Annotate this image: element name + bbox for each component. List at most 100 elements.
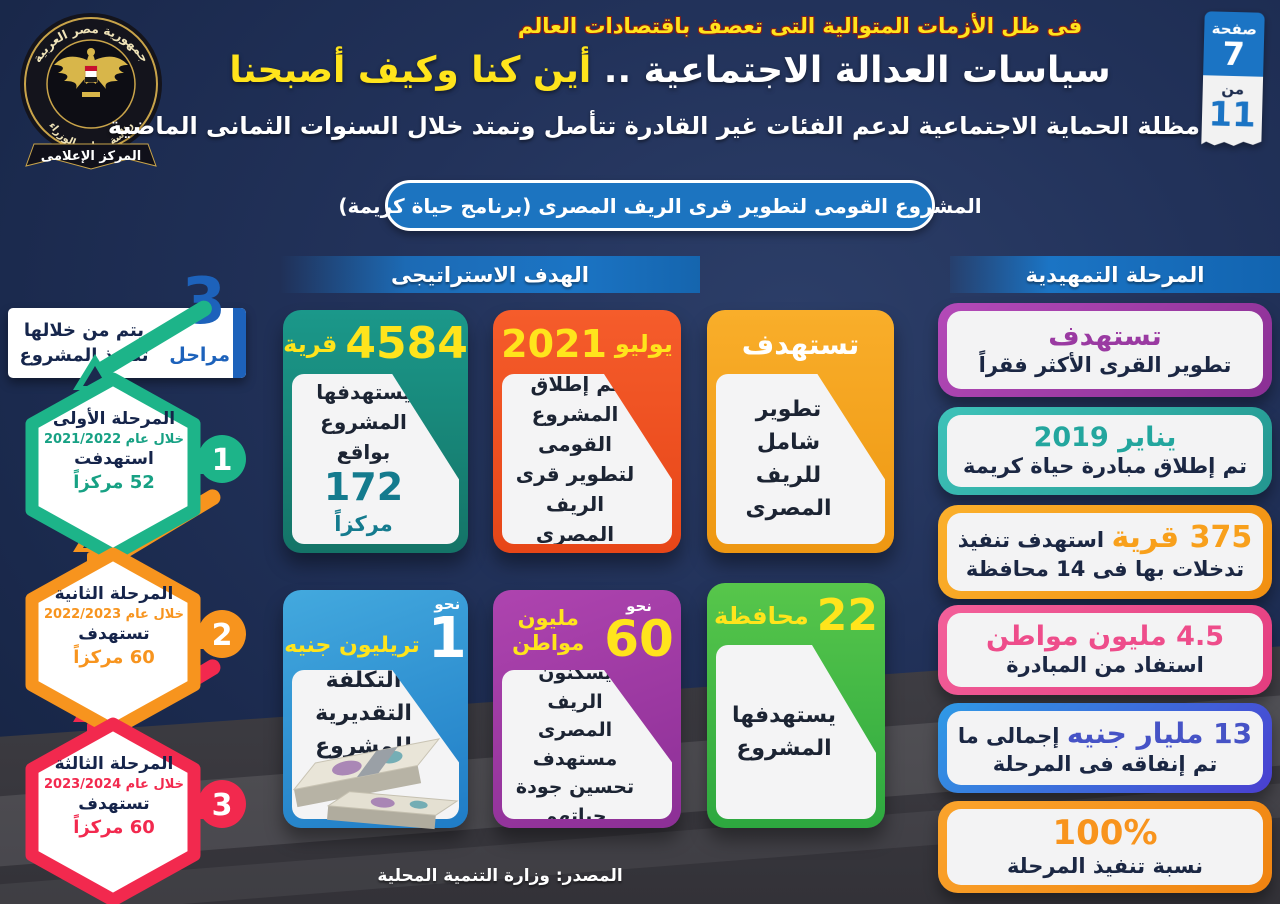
page-title-white: سياسات العدالة الاجتماعية ..: [603, 50, 1111, 91]
intro-box-accent-bar: [233, 308, 246, 378]
stage-2-title: المرحلة الثانية: [54, 584, 174, 604]
side-stat-beneficiaries-text: استفاد من المبادرة: [1006, 652, 1204, 677]
stage-3-value: 60 مركزاً: [73, 817, 155, 839]
centers-count: 172: [323, 465, 404, 510]
side-stat-spending-accent: 13 مليار جنيه: [1066, 717, 1253, 751]
cost-number-stack: نحو 1: [427, 595, 467, 672]
page-title: سياسات العدالة الاجتماعية .. أين كنا وكي…: [140, 50, 1200, 91]
side-stat-beneficiaries: 4.5 مليون مواطن استفاد من المبادرة: [938, 605, 1272, 695]
side-stat-villages-accent: 375 قرية: [1111, 520, 1253, 556]
cost-body-text: التكلفة التقديرية للمشروع: [315, 668, 412, 759]
stage-1-period: خلال عام 2021/2022: [44, 431, 184, 447]
stage-2-hexagon: 2 المرحلة الثانية خلال عام 2022/2023 تست…: [8, 547, 268, 737]
side-stat-completion-text: نسبة تنفيذ المرحلة: [1006, 853, 1204, 878]
card-governorates-heading: 22 محافظة: [707, 583, 885, 645]
launch-month: يوليو: [614, 330, 673, 358]
side-stat-target: تستهدف تطوير القرى الأكثر فقراً: [938, 303, 1272, 397]
side-stat-completion-accent: 100%: [1052, 812, 1158, 853]
side-stat-spending-text: إجمالى ما تم إنفاقه فى المرحلة: [957, 724, 1218, 776]
stage-2-verb: تستهدف: [78, 624, 150, 645]
side-stat-target-text: تطوير القرى الأكثر فقراً: [978, 352, 1232, 377]
card-target: تستهدف تطوير شامل للريف المصرى: [707, 310, 894, 553]
emblem-graphic: جمهورية مصر العربية رئاسة مجلس الوزراء ا…: [20, 13, 162, 170]
villages-body-text: يستهدفها المشروع بواقع: [316, 380, 411, 465]
cost-prefix: نحو: [434, 595, 461, 614]
villages-unit: قرية: [283, 330, 338, 358]
card-governorates: 22 محافظة يستهدفها المشروع: [707, 583, 885, 828]
stage-1-number-badge: 1: [212, 443, 233, 478]
side-stat-spending-line: 13 مليار جنيه إجمالى ما تم إنفاقه فى الم…: [955, 718, 1255, 778]
card-villages-body: يستهدفها المشروع بواقع 172 مركزاً: [292, 374, 459, 544]
page-total: 11: [1207, 93, 1257, 136]
population-number: 60: [604, 609, 674, 668]
launch-body-text: تم إطلاق المشروع القومى لتطوير قرى الريف…: [515, 372, 635, 546]
side-stat-spending: 13 مليار جنيه إجمالى ما تم إنفاقه فى الم…: [938, 703, 1272, 793]
side-stat-beneficiaries-accent: 4.5 مليون مواطن: [986, 620, 1225, 652]
stages-intro-line1: يتم من خلالها: [23, 320, 145, 341]
stage-2-value: 60 مركزاً: [73, 647, 155, 669]
stage-3-period: خلال عام 2023/2024: [44, 776, 184, 792]
governorates-count: 22: [816, 590, 879, 641]
population-body-text: يسكنون الريف المصرى مستهدف تحسين جودة حي…: [515, 662, 635, 827]
eagle-icon: [54, 48, 128, 97]
side-stat-target-accent: تستهدف: [1048, 320, 1162, 352]
villages-count: 4584: [345, 318, 468, 369]
cost-unit: تريليون جنيه: [284, 633, 420, 658]
stage-1-hexagon: 1 المرحلة الأولى خلال عام 2021/2022 استه…: [8, 372, 268, 562]
launch-year: 2021: [501, 322, 607, 366]
card-villages-heading: 4584 قرية: [283, 310, 468, 374]
side-stat-completion: 100% نسبة تنفيذ المرحلة: [938, 801, 1272, 893]
population-number-stack: نحو 60: [604, 596, 674, 668]
section-header-preliminary: المرحلة التمهيدية: [950, 256, 1280, 293]
government-emblem-logo: جمهورية مصر العربية رئاسة مجلس الوزراء ا…: [16, 8, 166, 178]
side-stat-launch-accent: يناير 2019: [1033, 421, 1177, 453]
side-stat-initiative-launch: يناير 2019 تم إطلاق مبادرة حياة كريمة: [938, 407, 1272, 495]
page-indicator-total: من 11: [1201, 75, 1263, 148]
centers-unit: مركزاً: [334, 512, 393, 537]
stage-1-title: المرحلة الأولى: [52, 409, 176, 429]
card-launch-heading: يوليو 2021: [493, 310, 681, 374]
governorates-unit: محافظة: [713, 602, 809, 630]
stage-3-text: المرحلة الثالثة خلال عام 2023/2024 تستهد…: [34, 753, 194, 841]
source-text: المصدر: وزارة التنمية المحلية: [377, 866, 623, 886]
stage-3-title: المرحلة الثالثة: [54, 754, 174, 774]
logo-banner-text: المركز الإعلامى: [41, 149, 141, 164]
governorates-body-text: يستهدفها المشروع: [731, 703, 837, 761]
target-body-text: تطوير شامل للريف المصرى: [745, 397, 832, 521]
side-stat-launch-text: تم إطلاق مبادرة حياة كريمة: [963, 453, 1247, 478]
card-population: نحو 60 مليون مواطن يسكنون الريف المصرى م…: [493, 590, 681, 828]
stages-unit: مراحل: [169, 344, 230, 366]
money-stack-illustration: [283, 729, 467, 845]
page-indicator-tab: صفحة 7 من 11: [1201, 11, 1265, 148]
side-stat-villages-text: استهدف تنفيذ تدخلات بها فى 14 محافظة: [957, 528, 1245, 581]
population-unit: مليون مواطن: [512, 605, 585, 655]
side-stat-villages-line: 375 قرية استهدف تنفيذ تدخلات بها فى 14 م…: [955, 520, 1255, 583]
stage-1-text: المرحلة الأولى خلال عام 2021/2022 استهدف…: [34, 408, 194, 496]
card-cost: نحو 1 تريليون جنيه التكلفة التقديرية للم…: [283, 590, 468, 830]
page-title-yellow: أين كنا وكيف أصبحنا: [229, 50, 592, 91]
card-launch-body: تم إطلاق المشروع القومى لتطوير قرى الريف…: [502, 374, 672, 544]
card-cost-heading: نحو 1 تريليون جنيه: [283, 590, 468, 668]
cost-number: 1: [427, 606, 467, 672]
stage-2-text: المرحلة الثانية خلال عام 2022/2023 تستهد…: [34, 583, 194, 671]
page-number: 7: [1222, 34, 1246, 74]
side-stat-villages: 375 قرية استهدف تنفيذ تدخلات بها فى 14 م…: [938, 505, 1272, 599]
population-prefix: نحو: [626, 596, 652, 615]
page-subtitle: مظلة الحماية الاجتماعية لدعم الفئات غير …: [107, 112, 1200, 140]
stage-3-number-badge: 3: [212, 788, 233, 823]
card-launch-date: يوليو 2021 تم إطلاق المشروع القومى لتطوي…: [493, 310, 681, 553]
stage-2-hexagon-shape: 2: [25, 547, 246, 737]
stage-3-hexagon-shape: 3: [25, 717, 246, 904]
target-heading-text: تستهدف: [741, 327, 860, 361]
program-title-bar: المشروع القومى لتطوير قرى الريف المصرى (…: [338, 180, 982, 231]
card-population-body: يسكنون الريف المصرى مستهدف تحسين جودة حي…: [502, 670, 672, 819]
stage-1-value: 52 مركزاً: [73, 472, 155, 494]
stage-3-verb: تستهدف: [78, 794, 150, 815]
stage-2-period: خلال عام 2022/2023: [44, 606, 184, 622]
card-governorates-body: يستهدفها المشروع: [716, 645, 876, 819]
kicker-text: فى ظل الأزمات المتوالية التى تعصف باقتصا…: [517, 14, 1083, 38]
card-villages: 4584 قرية يستهدفها المشروع بواقع 172 مرك…: [283, 310, 468, 553]
page-indicator-current: صفحة 7: [1203, 11, 1265, 77]
stages-intro-box: 3 مراحل يتم من خلالها تنفيذ المشروع: [8, 270, 246, 378]
